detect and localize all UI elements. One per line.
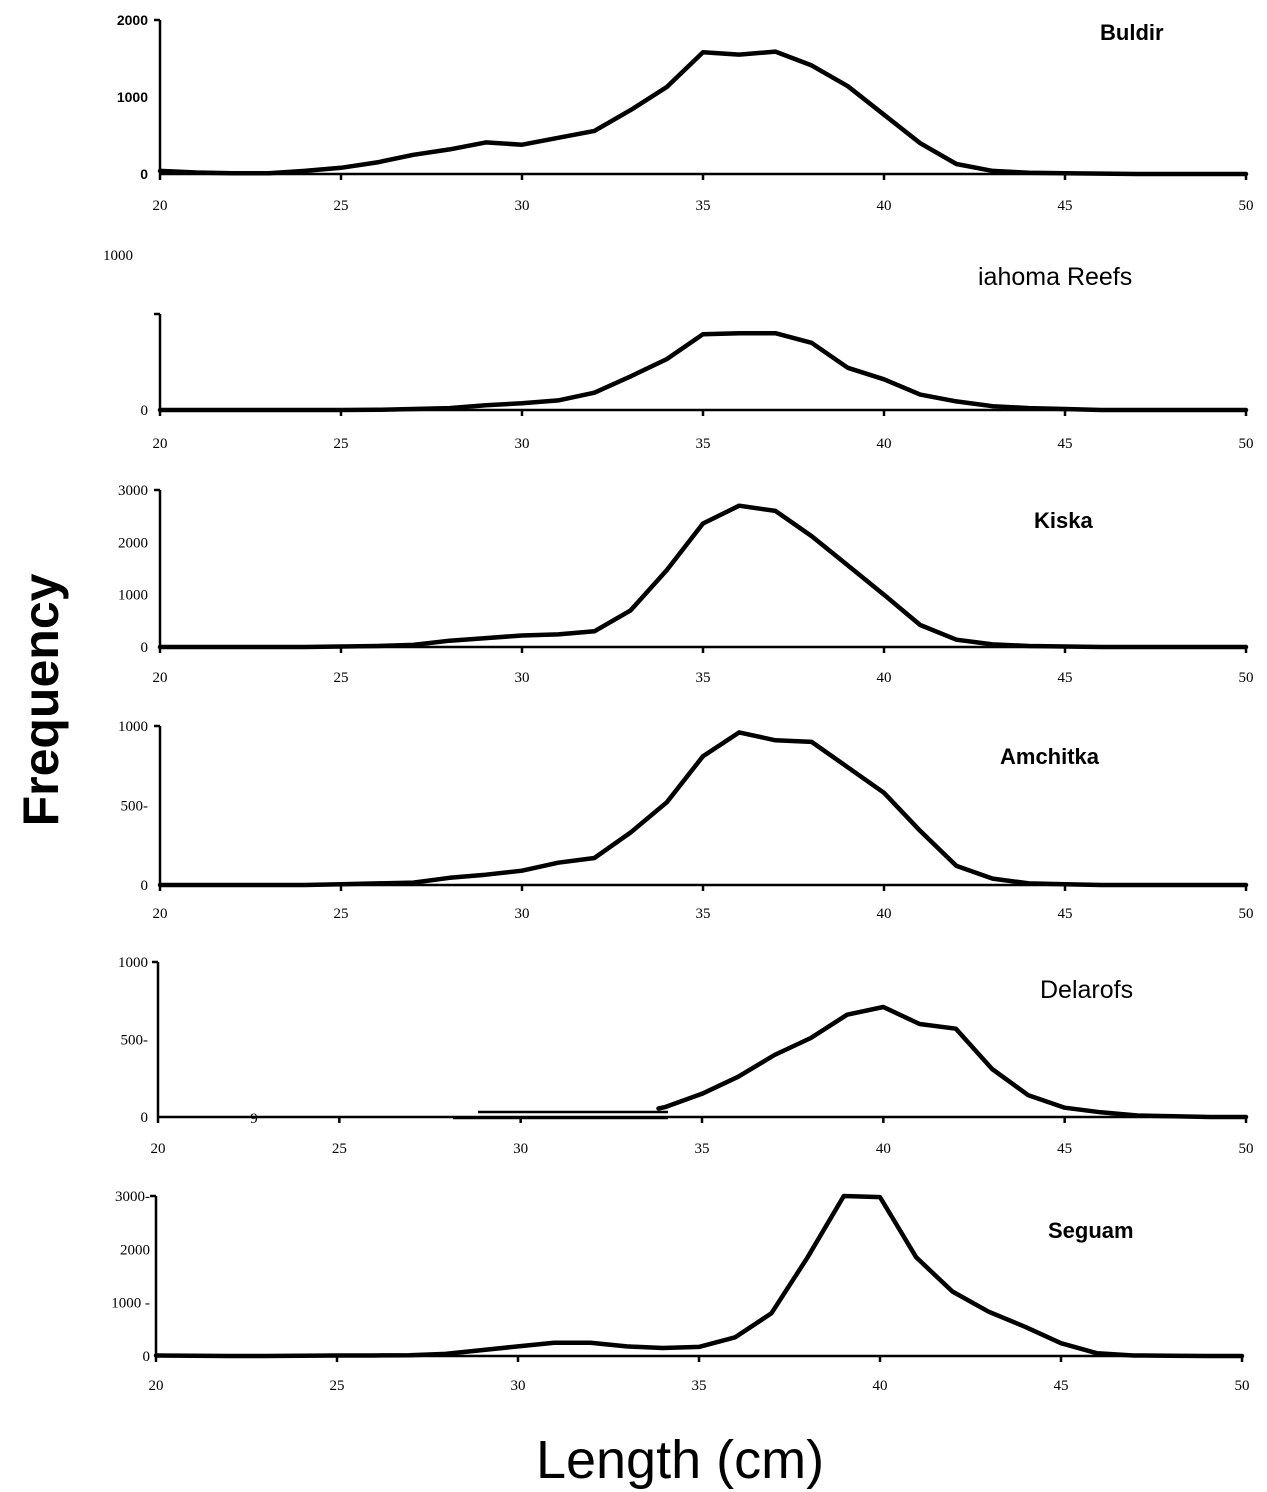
panel-title: Amchitka (1000, 744, 1100, 769)
x-tick-label: 30 (513, 1141, 528, 1157)
x-tick-label: 20 (153, 906, 168, 922)
y-tick-label: 0 (141, 403, 149, 419)
x-tick-label: 25 (334, 198, 349, 214)
x-tick-label: 25 (334, 670, 349, 686)
x-tick-label: 25 (334, 436, 349, 452)
y-tick-label: 1000 (117, 89, 148, 105)
panel-title: Delarofs (1040, 976, 1133, 1004)
x-tick-label: 25 (334, 906, 349, 922)
series-line (157, 49, 1249, 177)
x-tick-label: 20 (151, 1141, 166, 1157)
x-tick-label: 20 (153, 436, 168, 452)
y-tick-label: 0 (141, 1110, 149, 1126)
x-tick-label: 25 (332, 1141, 347, 1157)
x-tick-label: 30 (515, 198, 530, 214)
y-tick-label: 3000 (118, 483, 148, 499)
x-tick-label: 35 (696, 198, 711, 214)
x-tick-label: 30 (511, 1378, 526, 1394)
x-tick-label: 25 (330, 1378, 345, 1394)
y-tick-label: 500- (121, 1033, 149, 1049)
x-tick-label: 35 (696, 670, 711, 686)
y-tick-label: 1000 (103, 248, 133, 264)
panel-title: Kiska (1034, 508, 1093, 533)
x-tick-label: 45 (1058, 906, 1073, 922)
x-tick-label: 40 (876, 1141, 891, 1157)
series-line (157, 730, 1249, 888)
series-line (656, 1004, 1249, 1120)
y-tick-label: 1000 (118, 719, 148, 735)
panel-title: Seguam (1048, 1218, 1134, 1243)
chart-panel-iahoma-reefs: 20 25 30 35 40 45 50 0 1000 iahoma Reefs (103, 248, 1254, 452)
panel-title: iahoma Reefs (978, 263, 1132, 291)
x-tick-label: 50 (1239, 436, 1254, 452)
panel-title: Buldir (1100, 20, 1164, 45)
x-tick-label: 40 (877, 906, 892, 922)
y-tick-label: 0 (140, 166, 148, 182)
x-tick-label: 45 (1057, 1141, 1072, 1157)
chart-panel-amchitka: 20 25 30 35 40 45 50 0 500- 1000 Amchitka (118, 719, 1254, 922)
x-tick-label: 45 (1058, 198, 1073, 214)
y-tick-label: 2000 (117, 12, 148, 28)
x-tick-label: 45 (1054, 1378, 1069, 1394)
x-tick-label: 50 (1239, 670, 1254, 686)
x-tick-label: 40 (873, 1378, 888, 1394)
chart-panel-buldir: 20 25 30 35 40 45 50 0 1000 2000 Buldir (117, 12, 1254, 214)
x-tick-label: 20 (153, 198, 168, 214)
x-tick-label: 40 (877, 670, 892, 686)
x-tick-label: 30 (515, 436, 530, 452)
y-tick-label: 2000 (120, 1242, 150, 1258)
x-tick-label: 20 (149, 1378, 164, 1394)
y-axis-label: Frequency (13, 573, 69, 826)
x-axis-label: Length (cm) (536, 1430, 824, 1490)
series-line (157, 503, 1249, 650)
y-tick-label: 1000 (118, 955, 148, 971)
chart-panel-seguam: 20 25 30 35 40 45 50 0 1000 - 2000 3000- Seguam (111, 1189, 1249, 1394)
x-tick-label: 35 (695, 1141, 710, 1157)
x-tick-label: 50 (1239, 1141, 1254, 1157)
y-tick-label: 3000- (115, 1189, 150, 1205)
x-tick-label: 50 (1235, 1378, 1250, 1394)
x-tick-label: 35 (696, 906, 711, 922)
y-tick-label: 0 (141, 878, 149, 894)
series-line (157, 330, 1249, 413)
x-tick-label: 35 (696, 436, 711, 452)
chart-panel-delarofs: 20 25 30 35 40 45 50 0 500- 1000 Delarofs 9 (118, 955, 1254, 1157)
x-tick-label: 50 (1239, 198, 1254, 214)
x-tick-label: 50 (1239, 906, 1254, 922)
y-tick-label: 2000 (118, 535, 148, 551)
x-tick-label: 45 (1058, 670, 1073, 686)
x-tick-label: 20 (153, 670, 168, 686)
y-tick-label: 0 (141, 640, 149, 656)
chart-panel-kiska: 20 25 30 35 40 45 50 0 1000 2000 3000 Kiska (118, 483, 1254, 686)
x-tick-label: 30 (515, 906, 530, 922)
series-line (153, 1193, 1245, 1359)
x-tick-label: 35 (692, 1378, 707, 1394)
x-tick-label: 30 (515, 670, 530, 686)
y-tick-label: 1000 - (111, 1296, 150, 1312)
panel-annotation: 9 (250, 1111, 258, 1127)
x-tick-label: 40 (877, 436, 892, 452)
y-tick-label: 0 (143, 1349, 151, 1365)
y-tick-label: 1000 (118, 588, 148, 604)
x-tick-label: 45 (1058, 436, 1073, 452)
x-tick-label: 40 (877, 198, 892, 214)
y-tick-label: 500- (121, 799, 149, 815)
